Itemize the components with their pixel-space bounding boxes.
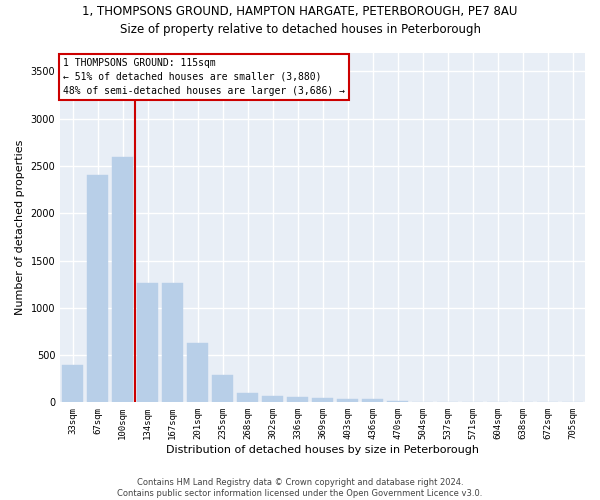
Bar [262, 396, 283, 402]
Bar [362, 400, 383, 402]
Text: Size of property relative to detached houses in Peterborough: Size of property relative to detached ho… [119, 22, 481, 36]
X-axis label: Distribution of detached houses by size in Peterborough: Distribution of detached houses by size … [166, 445, 479, 455]
Bar [312, 398, 333, 402]
Bar [287, 397, 308, 402]
Bar [337, 398, 358, 402]
Bar [87, 176, 108, 402]
Bar [62, 364, 83, 403]
Bar [162, 283, 183, 403]
Bar [237, 393, 258, 402]
Text: 1, THOMPSONS GROUND, HAMPTON HARGATE, PETERBOROUGH, PE7 8AU: 1, THOMPSONS GROUND, HAMPTON HARGATE, PE… [82, 5, 518, 18]
Text: Contains HM Land Registry data © Crown copyright and database right 2024.
Contai: Contains HM Land Registry data © Crown c… [118, 478, 482, 498]
Bar [112, 156, 133, 402]
Bar [137, 283, 158, 403]
Y-axis label: Number of detached properties: Number of detached properties [15, 140, 25, 315]
Bar [212, 376, 233, 402]
Text: 1 THOMPSONS GROUND: 115sqm
← 51% of detached houses are smaller (3,880)
48% of s: 1 THOMPSONS GROUND: 115sqm ← 51% of deta… [63, 58, 345, 96]
Bar [187, 343, 208, 402]
